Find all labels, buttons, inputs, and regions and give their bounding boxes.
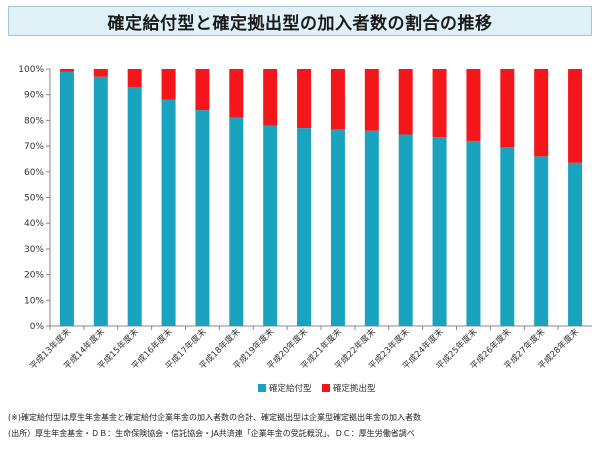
y-tick-label: 70%	[24, 142, 44, 152]
bar-defined-benefit	[195, 110, 210, 327]
y-tick-label: 80%	[24, 116, 44, 126]
bar-defined-contribution	[127, 69, 142, 87]
chart-title: 確定給付型と確定拠出型の加入者数の割合の推移	[107, 13, 493, 34]
legend-swatch	[258, 384, 266, 392]
bar-defined-benefit	[330, 129, 345, 326]
title-banner: 確定給付型と確定拠出型の加入者数の割合の推移	[8, 6, 592, 36]
y-tick-label: 10%	[24, 296, 44, 306]
bar-defined-contribution	[534, 69, 549, 157]
bar-defined-benefit	[161, 99, 176, 326]
bar-defined-contribution	[500, 69, 515, 148]
footnote-definition: (※)確定給付型は厚生年金基金と確定給付企業年金の加入者数の合計、確定拠出型は企…	[8, 413, 421, 422]
bar-defined-contribution	[229, 69, 244, 118]
bar-defined-benefit	[466, 140, 481, 326]
bar-defined-contribution	[59, 69, 74, 72]
bar-defined-contribution	[263, 69, 278, 126]
bar-defined-benefit	[568, 162, 583, 326]
bar-defined-benefit	[500, 147, 515, 326]
bar-defined-benefit	[432, 137, 447, 326]
legend-label: 確定拠出型	[333, 383, 376, 394]
bar-defined-contribution	[330, 69, 345, 130]
bar-defined-benefit	[297, 128, 312, 326]
legend-swatch	[322, 384, 330, 392]
bar-defined-contribution	[398, 69, 413, 135]
y-tick-label: 60%	[24, 168, 44, 178]
bar-defined-contribution	[93, 69, 108, 77]
y-tick-label: 40%	[24, 219, 44, 229]
y-tick-label: 50%	[24, 194, 44, 204]
footnote-source: (出所）厚生年金基金・ＤＢ：生命保険協会・信託協会・JA共済連「企業年金の受託概…	[8, 429, 415, 438]
bar-defined-contribution	[195, 69, 210, 111]
y-tick-label: 30%	[24, 245, 44, 255]
y-tick-label: 100%	[18, 65, 44, 75]
bar-defined-contribution	[568, 69, 583, 163]
bar-defined-benefit	[93, 76, 108, 327]
y-tick-label: 0%	[30, 322, 45, 332]
legend-label: 確定給付型	[269, 383, 312, 394]
bar-defined-contribution	[432, 69, 447, 138]
bar-defined-benefit	[263, 125, 278, 326]
bar-defined-benefit	[229, 117, 244, 326]
bar-defined-contribution	[161, 69, 176, 100]
bar-defined-contribution	[297, 69, 312, 129]
stacked-bar-chart: 0%10%20%30%40%50%60%70%80%90%100%平成13年度末…	[18, 65, 592, 394]
bar-defined-benefit	[534, 156, 549, 326]
y-tick-label: 90%	[24, 91, 44, 101]
bar-defined-contribution	[364, 69, 379, 131]
bar-defined-benefit	[59, 71, 74, 326]
bar-defined-benefit	[127, 86, 142, 326]
y-tick-label: 20%	[24, 271, 44, 281]
bar-defined-benefit	[398, 134, 413, 326]
bar-defined-contribution	[466, 69, 481, 141]
bar-defined-benefit	[364, 130, 379, 326]
